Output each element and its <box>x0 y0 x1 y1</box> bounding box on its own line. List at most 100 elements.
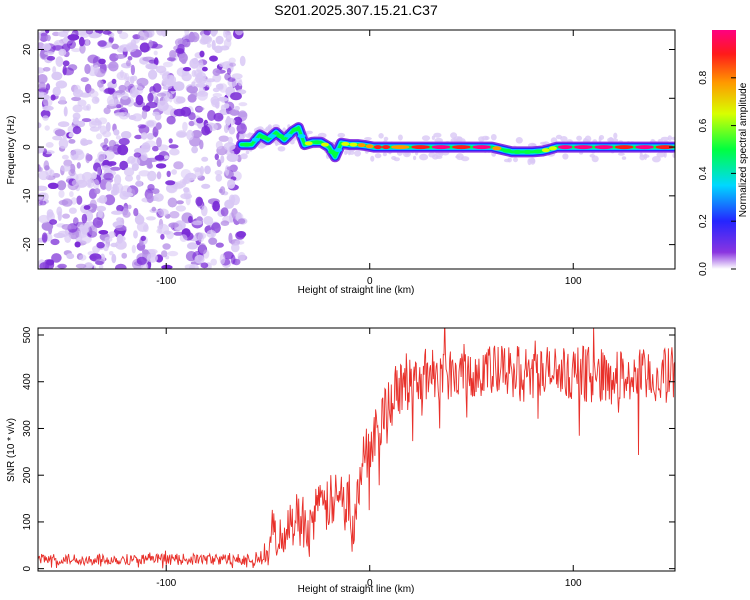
noise-blob <box>88 225 98 236</box>
noise-blob <box>68 207 77 214</box>
noise-blob <box>119 190 130 200</box>
noise-blob <box>103 172 114 181</box>
noise-blob <box>162 243 171 250</box>
noise-blob <box>478 136 485 142</box>
noise-blob <box>46 34 51 42</box>
noise-blob <box>131 163 139 172</box>
noise-blob <box>111 253 117 264</box>
noise-blob <box>223 103 230 109</box>
noise-blob <box>57 121 70 128</box>
noise-blob <box>176 200 184 205</box>
y-tick-label: 200 <box>22 466 33 483</box>
noise-blob <box>195 83 207 88</box>
noise-blob <box>490 134 497 141</box>
ridge-peak <box>548 146 557 151</box>
noise-blob <box>38 164 41 172</box>
noise-blob <box>229 109 240 116</box>
ridge-peak <box>268 134 276 139</box>
noise-blob <box>195 106 205 111</box>
noise-blob <box>62 213 70 219</box>
noise-blob <box>180 106 192 117</box>
noise-blob <box>240 153 248 160</box>
noise-blob <box>140 132 148 140</box>
noise-blob <box>42 67 51 72</box>
noise-blob <box>239 55 246 67</box>
noise-blob <box>220 155 225 164</box>
noise-blob <box>140 235 146 241</box>
noise-blob <box>206 43 212 48</box>
noise-blob <box>151 206 157 212</box>
noise-blob <box>76 195 83 205</box>
noise-blob <box>652 156 661 163</box>
noise-blob <box>531 143 537 147</box>
noise-blob <box>42 115 49 121</box>
noise-blob <box>38 88 47 93</box>
noise-blob <box>88 32 101 39</box>
noise-blob <box>73 217 79 226</box>
noise-blob <box>503 158 511 163</box>
noise-blob <box>155 163 167 169</box>
noise-blob <box>173 95 183 105</box>
noise-blob <box>96 241 105 249</box>
noise-blob <box>173 81 185 91</box>
noise-blob <box>119 69 124 79</box>
noise-blob <box>232 258 241 266</box>
x-tick-label: 0 <box>367 276 373 287</box>
noise-blob <box>201 205 208 217</box>
noise-blob <box>42 105 54 111</box>
noise-blob <box>167 250 179 257</box>
snr-y-label: SNR (10 * v/v) <box>6 418 17 482</box>
noise-blob <box>199 50 205 58</box>
noise-blob <box>153 193 164 202</box>
noise-blob <box>123 167 135 177</box>
noise-blob <box>108 37 114 44</box>
x-tick-label: -100 <box>156 578 176 589</box>
ridge-peak <box>251 137 260 142</box>
noise-blob <box>98 117 108 125</box>
ridge-peak <box>357 143 366 148</box>
noise-blob <box>47 182 59 189</box>
ridge-peak <box>328 149 337 154</box>
noise-blob <box>393 157 400 162</box>
snr-marks <box>38 328 675 569</box>
noise-blob <box>191 146 199 154</box>
noise-blob <box>210 30 217 37</box>
noise-blob <box>238 102 248 107</box>
noise-blob <box>455 155 461 159</box>
noise-blob <box>226 115 231 126</box>
noise-blob <box>146 101 158 109</box>
noise-blob <box>135 180 143 188</box>
noise-blob <box>347 148 351 156</box>
noise-blob <box>116 204 124 212</box>
noise-blob <box>58 189 65 198</box>
noise-blob <box>364 137 372 141</box>
noise-blob <box>133 152 142 158</box>
noise-blob <box>656 152 665 158</box>
noise-blob <box>95 260 104 265</box>
noise-blob <box>109 251 114 256</box>
noise-blob <box>177 43 185 55</box>
noise-blob <box>94 188 101 195</box>
noise-blob <box>137 124 146 129</box>
ridge-peak <box>334 148 343 152</box>
noise-blob <box>457 136 463 143</box>
noise-blob <box>120 131 132 139</box>
colorbar-tick-label: 0.8 <box>698 70 709 84</box>
noise-blob <box>156 228 163 234</box>
noise-blob <box>82 105 90 111</box>
noise-blob <box>96 197 106 203</box>
noise-blob <box>383 136 389 141</box>
noise-blob <box>164 79 174 90</box>
noise-blob <box>130 64 135 76</box>
noise-blob <box>68 132 74 138</box>
noise-blob <box>229 62 237 67</box>
noise-blob <box>147 170 157 182</box>
noise-blob <box>238 80 243 87</box>
noise-blob <box>46 209 54 218</box>
noise-blob <box>228 126 236 135</box>
noise-blob <box>140 152 148 162</box>
noise-blob <box>161 250 168 258</box>
noise-blob <box>81 213 88 224</box>
ridge-peak <box>349 142 358 147</box>
y-tick-label: 10 <box>22 92 33 104</box>
